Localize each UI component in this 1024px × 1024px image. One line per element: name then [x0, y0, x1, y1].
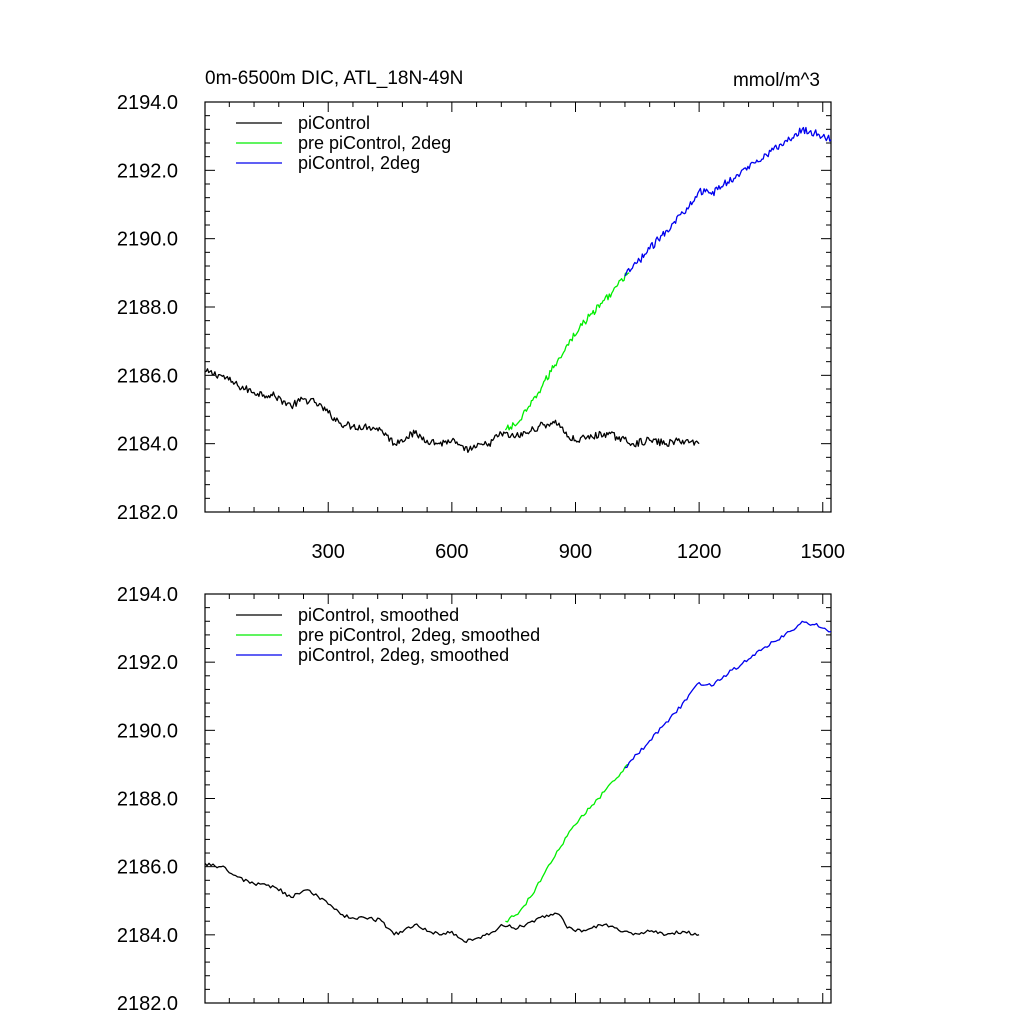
- bottom-ytick-label: 2194.0: [117, 584, 178, 606]
- bottom-ytick-label: 2188.0: [117, 789, 178, 811]
- top-xtick-label: 900: [559, 541, 592, 563]
- bottom-ytick-label: 2182.0: [117, 993, 178, 1015]
- top-series-line-0: [204, 368, 700, 454]
- bottom-legend-label: piControl, smoothed: [298, 605, 459, 625]
- chart-title: 0m-6500m DIC, ATL_18N-49N: [205, 68, 463, 89]
- bottom-series-line-2: [624, 620, 832, 769]
- top-ytick-label: 2188.0: [117, 297, 178, 319]
- bottom-panel: 2182.0 2184.0 2186.0 2188.0 2190.0 2192.0 2194…: [117, 584, 832, 1015]
- top-series-line-2: [624, 126, 832, 277]
- bottom-legend-label: pre piControl, 2deg, smoothed: [298, 625, 540, 645]
- top-ytick-label: 2186.0: [117, 365, 178, 387]
- top-xtick-label: 600: [435, 541, 468, 563]
- bottom-ytick-label: 2184.0: [117, 925, 178, 947]
- top-legend-label: pre piControl, 2deg: [298, 133, 451, 153]
- top-ytick-label: 2190.0: [117, 229, 178, 251]
- top-ytick-label: 2192.0: [117, 160, 178, 182]
- top-ytick-label: 2194.0: [117, 92, 178, 114]
- bottom-ytick-label: 2190.0: [117, 720, 178, 742]
- top-series-line-1: [504, 272, 630, 431]
- bottom-series-line-1: [505, 763, 630, 923]
- top-xtick-label: 1200: [677, 541, 722, 563]
- bottom-ytick-label: 2186.0: [117, 857, 178, 879]
- top-xtick-label: 300: [312, 541, 345, 563]
- top-ytick-label: 2182.0: [117, 502, 178, 524]
- top-ytick-label: 2184.0: [117, 434, 178, 456]
- bottom-legend-label: piControl, 2deg, smoothed: [298, 645, 509, 665]
- top-xtick-label: 1500: [801, 541, 846, 563]
- bottom-ytick-label: 2192.0: [117, 652, 178, 674]
- top-panel: 300 600 900 1200 1500 2182.0 2184.0 2186.0 2188.…: [117, 92, 845, 563]
- units-label: mmol/m^3: [733, 70, 820, 91]
- top-legend-label: piControl: [298, 113, 370, 133]
- top-legend-label: piControl, 2deg: [298, 153, 420, 173]
- bottom-series-line-0: [204, 862, 700, 944]
